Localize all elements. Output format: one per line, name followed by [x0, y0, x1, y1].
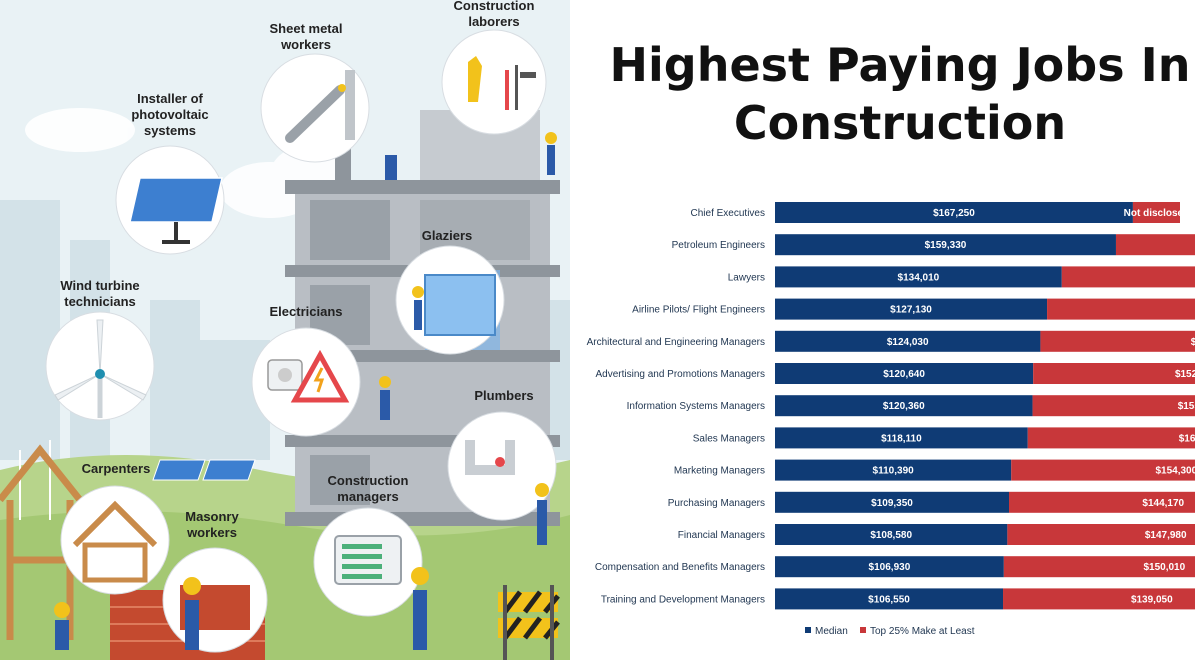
bar-label-median: $108,580: [870, 530, 912, 541]
page-title: Highest Paying Jobs In Construction: [600, 36, 1200, 152]
category-label: Information Systems Managers: [627, 401, 765, 412]
label-photovoltaic: Installer of photovoltaic systems: [131, 91, 208, 138]
bar-top25: [1047, 298, 1195, 320]
label-glaziers: Glaziers: [422, 228, 473, 243]
bar-label-top25: $154,300: [1155, 466, 1195, 477]
badge-plumbers: [447, 411, 557, 521]
legend-swatch-median: [805, 627, 811, 633]
title-line: Construction: [733, 96, 1067, 150]
salary-bar-chart: Chief Executives $167,250 Not disclosed Pet…: [587, 202, 1195, 637]
bar-label-top25: $152,000: [1175, 369, 1195, 380]
bar-label-top25: Not disclosed: [1124, 208, 1190, 219]
bar-label-median: $127,130: [890, 305, 932, 316]
bar-label-median: $167,250: [933, 208, 975, 219]
category-label: Marketing Managers: [674, 466, 765, 477]
badge-wind-turbine: [45, 311, 155, 421]
bar-median: [775, 266, 1062, 288]
bar-label-top25: $160,570: [1179, 433, 1195, 444]
label-masonry: Masonry workers: [185, 509, 239, 540]
title-line: Highest Paying Jobs In: [609, 38, 1191, 92]
bar-top25: [1003, 556, 1195, 578]
category-label: Advertising and Promotions Managers: [595, 369, 765, 380]
bar-label-top25: $155,120: [1178, 401, 1195, 412]
bar-median: [775, 524, 1008, 545]
bar-label-median: $120,640: [883, 369, 925, 380]
badge-construction-laborers: [441, 29, 547, 135]
bar-median: [775, 427, 1028, 449]
badge-glaziers: [395, 245, 505, 355]
bar-top25: [1115, 234, 1195, 256]
bar-top25: [1040, 330, 1195, 352]
bar-median: [775, 459, 1012, 481]
bar-top25: [1007, 524, 1195, 545]
legend-label-median: Median: [815, 626, 848, 637]
category-label: Training and Development Managers: [601, 594, 765, 605]
bar-label-median: $109,350: [871, 498, 913, 509]
badge-masonry: [162, 547, 268, 653]
bar-top25: [1011, 459, 1195, 481]
bar-top25: [1009, 491, 1195, 513]
category-label: Financial Managers: [678, 530, 765, 541]
category-label: Compensation and Benefits Managers: [595, 562, 765, 573]
category-label: Sales Managers: [693, 433, 765, 444]
label-sheet-metal: Sheet metal workers: [270, 21, 343, 52]
bar-median: [775, 588, 1004, 610]
category-label: Architectural and Engineering Managers: [587, 337, 765, 348]
badge-electricians: [251, 327, 361, 437]
bar-median: [775, 491, 1010, 513]
bar-label-median: $106,930: [869, 562, 911, 573]
bar-label-median: $120,360: [883, 401, 925, 412]
bar-top25: [1061, 266, 1195, 288]
construction-illustration: Construction laborers Sheet metal workers …: [0, 0, 570, 660]
label-wind-turbine: Wind turbine technicians: [60, 278, 139, 309]
bar-label-top25: $147,980: [1145, 530, 1187, 541]
bar-top25: [1003, 588, 1195, 610]
bar-label-top25: $144,170: [1142, 498, 1184, 509]
bar-label-median: $134,010: [898, 272, 940, 283]
bar-label-top25: $150,010: [1143, 562, 1185, 573]
category-label: Purchasing Managers: [668, 498, 765, 509]
category-label: Petroleum Engineers: [672, 240, 765, 251]
bar-median: [775, 363, 1034, 384]
legend-swatch-top25: [860, 627, 866, 633]
label-carpenters: Carpenters: [82, 461, 151, 476]
category-label: Lawyers: [728, 272, 765, 283]
bar-label-median: $110,390: [873, 466, 915, 477]
bar-median: [775, 202, 1133, 223]
bar-label-top25: $159,930: [1191, 337, 1195, 348]
bar-median: [775, 395, 1033, 417]
bar-label-median: $124,030: [887, 337, 929, 348]
badge-carpenters: [60, 485, 170, 595]
label-plumbers: Plumbers: [474, 388, 533, 403]
bar-median: [775, 556, 1004, 578]
bar-top25: [1132, 202, 1180, 223]
badge-sheet-metal: [260, 53, 370, 163]
bar-top25: [1027, 427, 1195, 449]
bar-top25: [1032, 395, 1195, 417]
badge-construction-managers: [313, 507, 423, 617]
bar-top25: [1033, 363, 1195, 384]
bar-label-median: $159,330: [925, 240, 967, 251]
bar-median: [775, 298, 1048, 320]
bar-median: [775, 234, 1116, 256]
label-construction-managers: Construction managers: [328, 473, 409, 504]
legend-label-top25: Top 25% Make at Least: [870, 626, 975, 637]
bar-median: [775, 330, 1041, 352]
label-electricians: Electricians: [270, 304, 343, 319]
badge-photovoltaic: [115, 145, 225, 255]
bar-label-top25: $139,050: [1131, 594, 1173, 605]
label-construction-laborers: Construction laborers: [454, 0, 535, 29]
category-label: Airline Pilots/ Flight Engineers: [632, 305, 765, 316]
bar-label-median: $106,550: [868, 594, 910, 605]
category-label: Chief Executives: [691, 208, 765, 219]
bar-label-median: $118,110: [881, 433, 922, 444]
